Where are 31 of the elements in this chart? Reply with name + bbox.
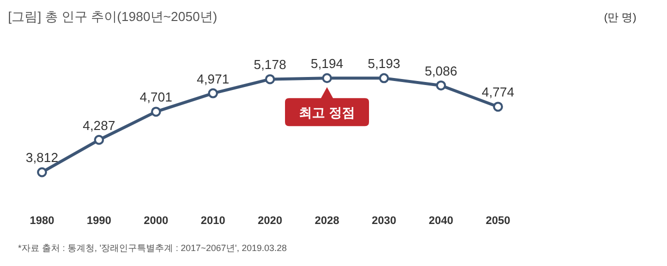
data-label: 4,287 bbox=[82, 118, 116, 133]
data-label: 4,701 bbox=[140, 90, 172, 105]
data-label: 4,971 bbox=[196, 71, 230, 86]
x-tick-label: 2000 bbox=[144, 214, 168, 227]
point bbox=[265, 74, 275, 84]
x-tick-label: 1990 bbox=[86, 214, 112, 227]
x-tick-label: 1980 bbox=[30, 214, 54, 227]
point bbox=[379, 73, 389, 84]
data-label: 5,178 bbox=[254, 57, 286, 72]
text: (만 명) bbox=[604, 11, 636, 25]
data-label: 3,812 bbox=[26, 150, 58, 166]
x-tick-label: 2030 bbox=[372, 214, 396, 227]
annotation: 최고 정점 bbox=[299, 105, 355, 120]
x-tick-label: 2020 bbox=[258, 214, 282, 227]
point bbox=[493, 102, 503, 112]
x-tick-label: 2028 bbox=[314, 214, 340, 227]
point bbox=[94, 134, 104, 145]
data-label: 5,194 bbox=[310, 56, 344, 72]
data-label: 5,086 bbox=[424, 63, 458, 78]
point bbox=[322, 73, 332, 84]
point bbox=[151, 106, 161, 117]
chart-title: [그림] 총 인구 추이(1980년~2050년) bbox=[8, 8, 218, 26]
text: *자료 출처 : 통계청, '장래인구특별추계 : 2017~2067년', 2019.03.28 bbox=[18, 242, 287, 255]
x-tick-label: 2040 bbox=[428, 214, 454, 227]
point bbox=[436, 80, 446, 90]
x-tick-label: 2010 bbox=[200, 214, 226, 227]
point bbox=[208, 88, 218, 98]
x-tick-label: 2050 bbox=[486, 214, 510, 227]
data-label: 4,774 bbox=[482, 84, 514, 100]
data-label: 5,193 bbox=[368, 56, 400, 72]
point bbox=[37, 167, 47, 178]
